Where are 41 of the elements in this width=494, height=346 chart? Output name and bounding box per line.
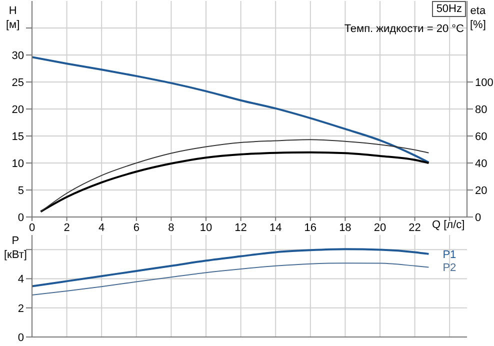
y-axis-title: H [м] — [6, 4, 20, 32]
y-tick-label: 20 — [12, 104, 24, 116]
x-tick-label: 18 — [339, 222, 352, 234]
y-tick-label: 15 — [12, 130, 24, 143]
y2-tick-label: 0 — [475, 212, 482, 224]
line-series — [40, 139, 430, 212]
y-tick-label: 30 — [12, 50, 24, 62]
y2-axis-title: eta [%] — [470, 4, 486, 32]
y2-tick-label: 40 — [475, 158, 488, 170]
series-label: P1 — [442, 248, 456, 261]
x-axis-title: Q [л/с] — [432, 219, 465, 231]
y2-tick-label: 80 — [475, 104, 488, 116]
annotation: Темп. жидкости = 20 °C — [344, 22, 464, 36]
x-tick-label: 14 — [269, 222, 282, 234]
y-tick-label: 10 — [12, 158, 24, 170]
y-axis-title: P [кВт] — [4, 234, 27, 262]
y2-tick-label: 100 — [475, 76, 494, 89]
y2-tick-label: 20 — [475, 184, 488, 197]
x-tick-label: 6 — [133, 222, 140, 234]
y-tick-label: 4 — [18, 274, 24, 286]
line-series — [32, 262, 430, 296]
line-series — [32, 56, 430, 164]
x-tick-label: 10 — [200, 222, 212, 234]
x-tick-label: 20 — [374, 222, 386, 234]
chart-title: 50Hz — [432, 1, 466, 17]
line-series — [40, 151, 430, 213]
x-tick-label: 16 — [304, 222, 317, 234]
line-series — [32, 248, 430, 288]
x-tick-label: 4 — [98, 222, 105, 234]
y2-tick-label: 60 — [475, 130, 488, 143]
x-tick-label: 12 — [234, 222, 247, 234]
y-tick-label: 0 — [18, 332, 24, 344]
series-label: P2 — [442, 262, 456, 274]
x-tick-label: 22 — [408, 222, 421, 234]
x-tick-label: 8 — [168, 222, 174, 234]
y-tick-label: 25 — [12, 76, 24, 89]
x-tick-label: 2 — [64, 222, 70, 234]
y-tick-label: 2 — [18, 302, 24, 315]
y-tick-label: 5 — [18, 184, 24, 197]
x-tick-label: 0 — [28, 222, 36, 234]
y-tick-label: 0 — [18, 212, 24, 224]
